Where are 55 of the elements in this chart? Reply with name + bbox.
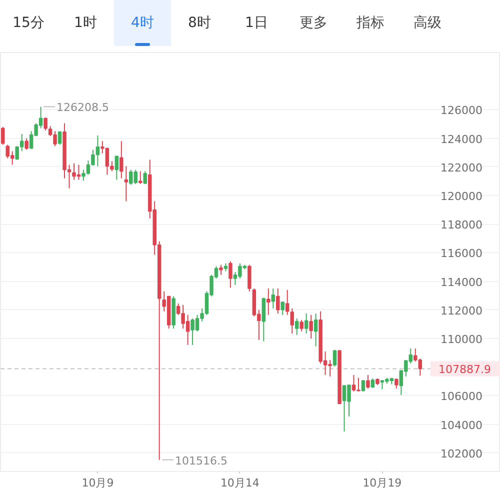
candlestick: [24, 138, 28, 150]
text: 1日: [244, 14, 269, 33]
text: 8时: [187, 14, 212, 33]
candlestick: [290, 308, 294, 334]
ref-line-label: 107887.9: [438, 363, 491, 376]
annotation: 126208.5: [56, 101, 109, 114]
candlestick: [271, 288, 276, 309]
text: 1时: [73, 14, 98, 33]
text: 4时: [114, 0, 171, 46]
candlestick: [361, 379, 366, 392]
y-tick-label: 116000: [440, 247, 482, 260]
candlestick: [394, 378, 398, 390]
candlestick: [370, 378, 375, 388]
candlestick: [366, 374, 370, 390]
text: 更多: [298, 14, 328, 33]
candlestick: [300, 319, 304, 332]
y-tick-label: 126000: [440, 104, 482, 118]
y-tick-label: 106000: [440, 390, 482, 404]
candlestick: [276, 288, 280, 314]
y-tick-label: 122000: [440, 161, 482, 174]
y-tick-label: 114000: [440, 276, 482, 289]
y-tick-label: 104000: [440, 418, 482, 432]
candlestick: [228, 260, 232, 288]
candlestick: [294, 318, 299, 336]
candlestick: [248, 264, 252, 292]
text: 高级: [412, 14, 442, 33]
y-tick-label: 102000: [440, 447, 482, 460]
candlestick: [304, 312, 308, 334]
annotation: 101516.5: [174, 454, 228, 468]
candlestick: [309, 314, 313, 340]
candlestick: [0, 126, 5, 146]
candlestick: [314, 312, 318, 347]
candlestick: [58, 130, 62, 146]
text: 指标: [356, 14, 386, 33]
x-tick-label: 10月19: [362, 476, 402, 490]
y-tick-label: 120000: [440, 190, 482, 204]
candlestick: [44, 117, 48, 131]
candlestick: [285, 289, 290, 316]
candlestick: [138, 170, 142, 185]
candlestick: [114, 156, 119, 180]
candlestick: [120, 140, 124, 179]
y-tick-label: 110000: [440, 333, 482, 346]
x-tick-label: 10月9: [82, 476, 114, 490]
candlestick: [332, 349, 337, 367]
text: 15分: [12, 14, 46, 33]
candlestick: [266, 288, 270, 316]
candlestick: [124, 166, 128, 202]
candlestick: [262, 297, 266, 342]
candlestick: [219, 264, 223, 276]
candlestick: [280, 302, 284, 316]
x-tick-label: 10月14: [220, 476, 260, 490]
candlestick: [143, 170, 147, 185]
y-tick-label: 118000: [440, 218, 482, 232]
y-tick-label: 112000: [440, 304, 482, 318]
y-tick-label: 124000: [440, 132, 482, 146]
